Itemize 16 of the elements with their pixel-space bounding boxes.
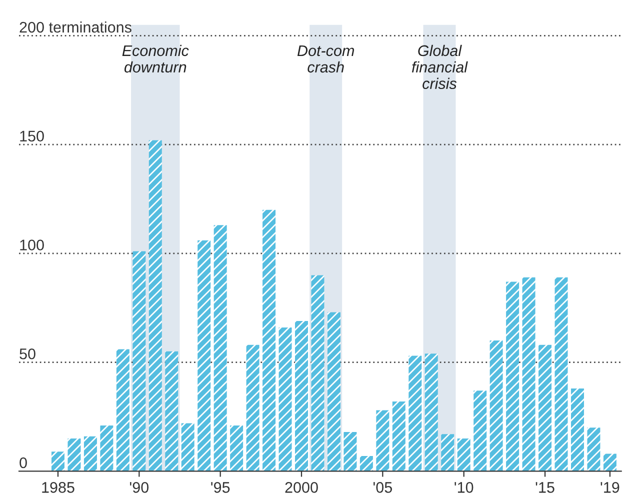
x-tick-label: '05 <box>373 482 392 493</box>
y-tick-label: 0 <box>20 457 27 468</box>
y-tick-label: 100 <box>20 240 44 250</box>
y-tick-label: 200 terminations <box>20 21 132 33</box>
band-label: Economic downturn <box>122 44 189 73</box>
x-tick-label: 1985 <box>42 482 74 493</box>
x-tick-label: '10 <box>454 482 474 493</box>
x-tick-label: 2000 <box>285 482 318 493</box>
x-tick-label: '19 <box>600 482 620 493</box>
band-label: Global financial crisis <box>412 44 468 90</box>
y-tick-label: 150 <box>20 130 44 142</box>
x-tick-label: '95 <box>211 482 230 493</box>
band-label: Dot-com crash <box>297 45 354 73</box>
y-tick-label: 50 <box>20 348 36 360</box>
x-tick-label: '15 <box>536 482 554 493</box>
x-tick-label: '90 <box>130 482 149 493</box>
